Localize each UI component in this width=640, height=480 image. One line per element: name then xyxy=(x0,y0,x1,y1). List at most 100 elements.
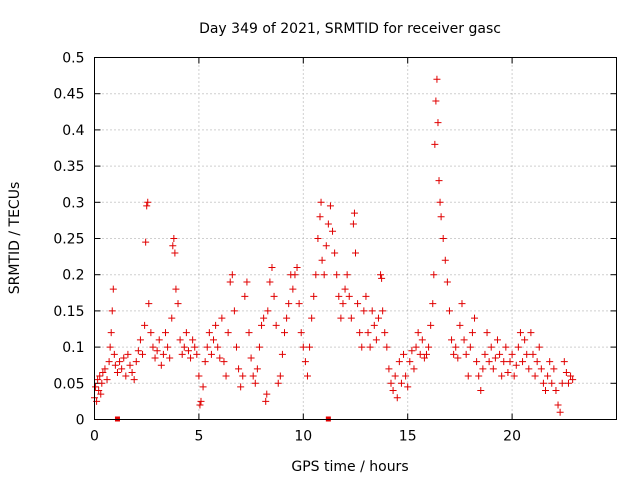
data-point xyxy=(352,249,359,257)
data-point xyxy=(462,350,470,358)
data-point xyxy=(210,336,218,344)
data-point xyxy=(161,329,169,337)
y-axis-label: SRMTID / TECUs xyxy=(7,182,23,295)
data-point xyxy=(122,372,130,380)
data-point xyxy=(416,350,424,358)
data-point xyxy=(425,343,433,351)
data-point xyxy=(132,358,140,366)
data-point xyxy=(118,365,126,373)
data-point xyxy=(301,358,309,366)
data-point xyxy=(487,343,495,351)
data-point xyxy=(151,354,159,362)
data-point xyxy=(358,343,366,351)
data-point xyxy=(170,235,178,242)
data-point xyxy=(157,361,165,369)
data-point xyxy=(514,343,522,351)
data-point xyxy=(378,274,386,282)
data-point xyxy=(397,379,405,387)
y-tick-label: 0.15 xyxy=(53,304,84,320)
data-point xyxy=(362,292,370,300)
data-point xyxy=(508,350,516,358)
data-point xyxy=(356,329,364,337)
data-point xyxy=(349,220,357,228)
data-point xyxy=(391,372,399,380)
data-points xyxy=(91,75,577,422)
data-point xyxy=(195,372,203,380)
data-point xyxy=(251,379,259,387)
data-point xyxy=(441,256,449,264)
x-tick-label: 10 xyxy=(294,429,312,445)
x-tick-label: 0 xyxy=(90,429,99,445)
data-point xyxy=(278,350,286,358)
data-point xyxy=(329,227,337,235)
y-tick-label: 0.35 xyxy=(53,159,84,175)
data-point xyxy=(191,343,199,351)
data-point xyxy=(337,314,345,322)
data-point xyxy=(241,292,249,300)
data-point xyxy=(500,358,508,366)
data-point xyxy=(189,336,197,344)
data-point xyxy=(322,242,330,250)
data-point xyxy=(107,329,115,337)
data-point xyxy=(226,278,234,286)
data-point xyxy=(101,365,109,373)
data-point xyxy=(483,329,491,337)
data-point xyxy=(245,329,253,337)
data-point xyxy=(364,329,372,337)
data-point xyxy=(525,365,533,373)
data-point xyxy=(193,350,201,358)
data-point xyxy=(529,350,537,358)
data-point xyxy=(168,314,176,322)
data-point xyxy=(128,368,136,376)
data-point xyxy=(502,343,510,351)
data-point xyxy=(187,354,195,362)
data-point xyxy=(473,358,481,366)
data-point xyxy=(516,329,524,337)
data-point xyxy=(97,390,105,398)
data-point xyxy=(312,271,320,279)
data-point xyxy=(243,278,251,286)
y-tick-label: 0.4 xyxy=(62,123,84,139)
data-point xyxy=(134,347,142,355)
data-point xyxy=(136,336,144,344)
data-point xyxy=(437,213,445,221)
data-point xyxy=(120,354,128,362)
y-tick-label: 0 xyxy=(76,413,85,429)
data-point xyxy=(141,321,149,329)
data-point xyxy=(489,365,497,373)
data-point xyxy=(228,271,236,279)
data-point xyxy=(347,314,355,322)
data-point xyxy=(291,271,299,279)
data-point xyxy=(504,368,512,376)
data-point xyxy=(218,314,226,322)
data-point xyxy=(539,379,547,387)
data-point xyxy=(222,372,230,380)
x-tick-label: 15 xyxy=(399,429,417,445)
data-point xyxy=(263,390,271,398)
data-point xyxy=(289,285,297,293)
data-point xyxy=(316,213,324,221)
tick-layer: 0 0.05 0.1 0.15 0.2 0.25 0.3 0.35 0.4 0.45 0.5 0 5 10… xyxy=(53,51,617,445)
data-point xyxy=(303,372,311,380)
y-tick-label: 0.05 xyxy=(53,376,84,392)
data-point xyxy=(454,354,462,362)
data-point xyxy=(562,368,570,376)
data-point xyxy=(435,177,443,185)
data-point xyxy=(124,350,132,358)
data-point xyxy=(318,256,326,264)
data-point xyxy=(485,358,493,366)
data-point xyxy=(458,300,466,308)
data-point xyxy=(434,119,442,127)
data-point xyxy=(436,198,444,206)
data-point xyxy=(481,350,489,358)
data-point xyxy=(258,321,266,329)
data-point xyxy=(174,300,182,308)
data-point xyxy=(266,278,274,286)
data-point xyxy=(171,249,179,257)
data-point xyxy=(343,271,351,279)
data-point xyxy=(418,336,426,344)
data-point xyxy=(374,314,382,322)
data-point xyxy=(493,336,501,344)
data-point xyxy=(395,358,403,366)
data-point xyxy=(96,372,104,380)
